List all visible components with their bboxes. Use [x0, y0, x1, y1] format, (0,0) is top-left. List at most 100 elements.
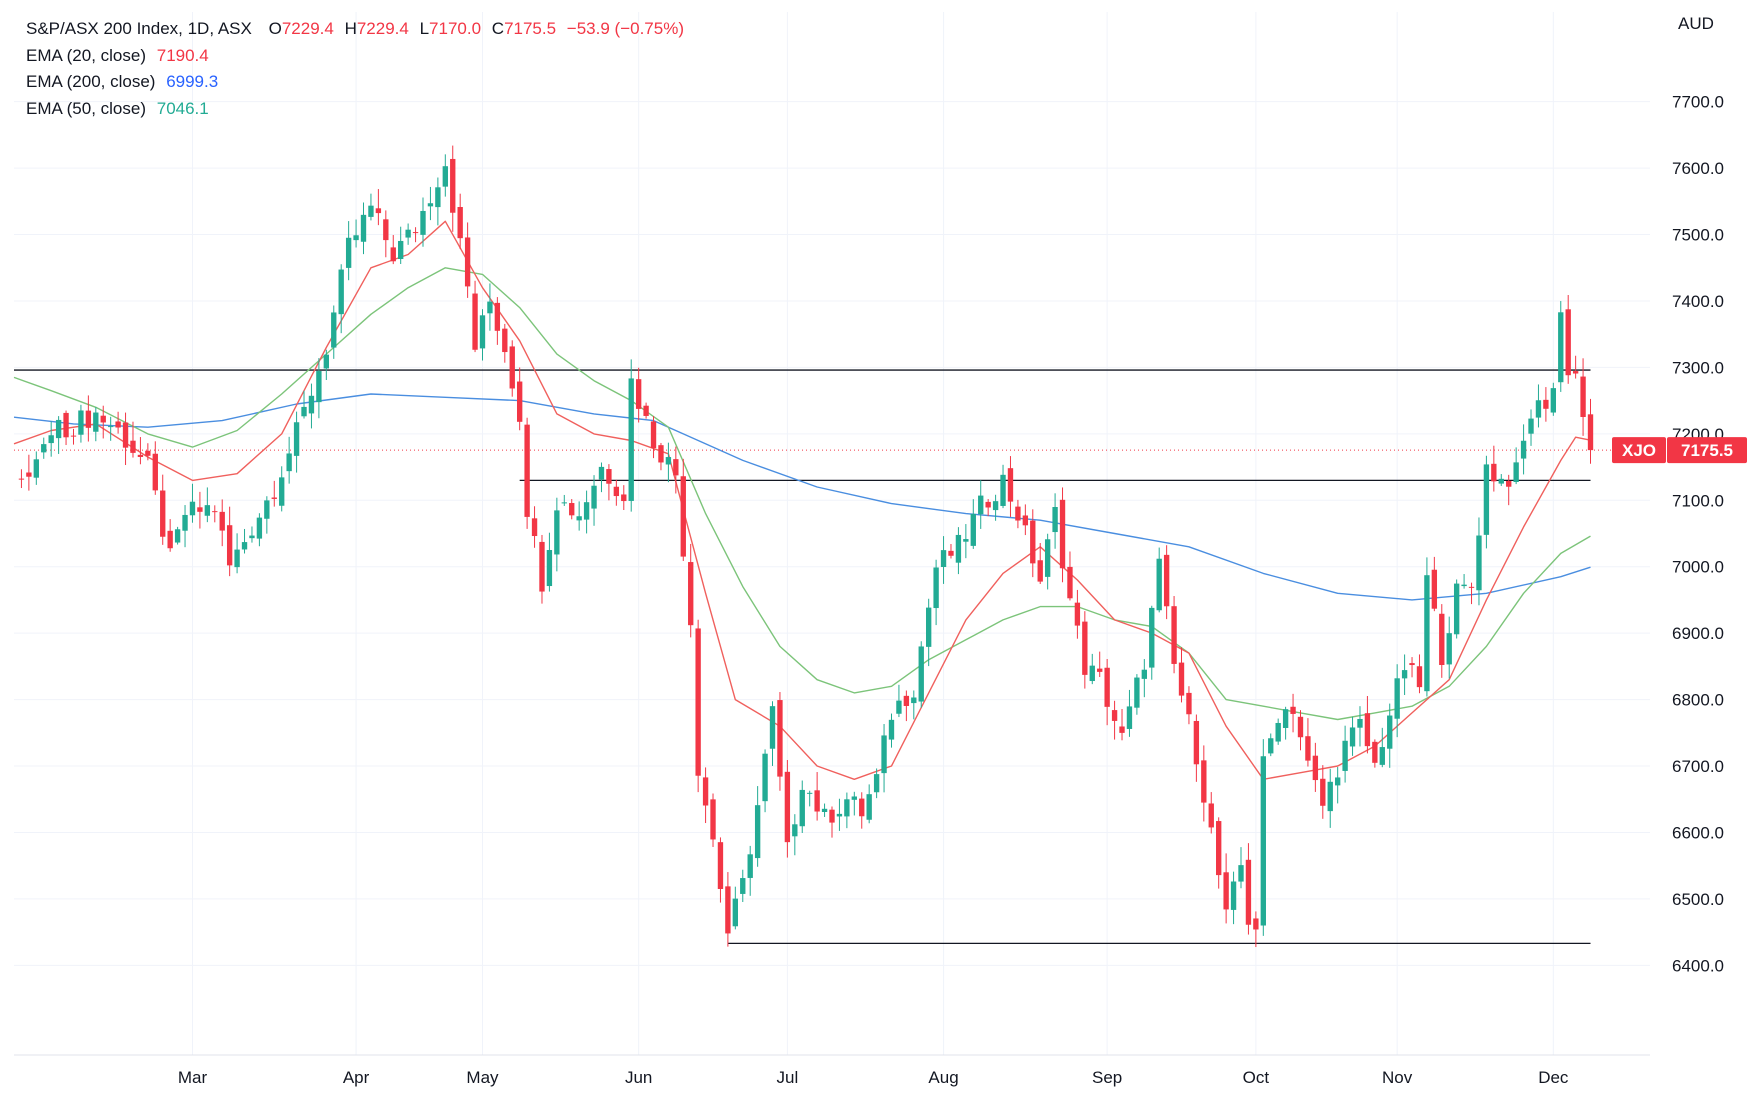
- candle: [1044, 533, 1051, 590]
- candle: [204, 487, 211, 523]
- candle: [383, 210, 389, 258]
- candle: [1394, 664, 1400, 738]
- candle: [1535, 384, 1542, 428]
- candle: [695, 619, 701, 793]
- candle-body: [412, 232, 419, 234]
- candle: [978, 480, 984, 529]
- candle-body: [420, 210, 426, 235]
- candle-body: [1312, 755, 1319, 781]
- candle-body: [1007, 468, 1014, 502]
- candle: [1372, 739, 1378, 768]
- x-tick-label: Mar: [178, 1068, 208, 1087]
- candle-body: [643, 405, 649, 416]
- candle: [264, 496, 270, 534]
- candle: [48, 421, 54, 457]
- candle: [710, 793, 716, 847]
- indicator-ema50[interactable]: EMA (50, close) 7046.1: [26, 96, 690, 123]
- candle: [933, 559, 939, 626]
- candle-body: [1082, 621, 1088, 675]
- candle: [472, 280, 478, 353]
- candle-body: [450, 158, 456, 213]
- candle: [137, 437, 144, 465]
- candle-body: [1119, 726, 1125, 733]
- candle-body: [301, 406, 307, 417]
- candle: [241, 528, 248, 554]
- candle: [948, 544, 954, 559]
- candle-body: [1134, 677, 1140, 708]
- candle: [1245, 843, 1252, 935]
- candle-body: [1349, 727, 1356, 747]
- candle: [1126, 689, 1133, 737]
- candle: [1334, 767, 1341, 804]
- candle: [1357, 706, 1363, 747]
- candle: [747, 845, 753, 896]
- candle-body: [1379, 747, 1385, 765]
- candle: [1558, 301, 1564, 392]
- candle-body: [316, 371, 322, 403]
- candle: [955, 527, 962, 575]
- candle: [182, 505, 188, 548]
- ema-50-line: [13, 267, 1591, 721]
- indicator-ema20[interactable]: EMA (20, close) 7190.4: [26, 43, 690, 70]
- candle-body: [368, 205, 374, 217]
- candle-body: [1535, 400, 1542, 418]
- candle-body: [702, 777, 709, 806]
- candle: [212, 505, 218, 523]
- candle: [583, 490, 590, 534]
- candle: [940, 536, 947, 584]
- candle-body: [33, 459, 39, 478]
- candle-body: [1565, 309, 1571, 376]
- indicator-ema200[interactable]: EMA (200, close) 6999.3: [26, 69, 690, 96]
- candle: [918, 641, 924, 708]
- candle-body: [487, 301, 493, 314]
- candle-body: [1268, 738, 1274, 754]
- symbol-row: S&P/ASX 200 Index, 1D, ASX O7229.4 H7229…: [26, 16, 690, 43]
- candle: [740, 869, 746, 902]
- candle: [576, 501, 582, 531]
- candle: [1193, 714, 1200, 782]
- candle: [1498, 474, 1504, 486]
- candle: [360, 202, 367, 255]
- x-tick-label: Sep: [1092, 1068, 1122, 1087]
- candle: [836, 798, 843, 831]
- candle-body: [1037, 560, 1043, 582]
- candle: [1520, 424, 1527, 475]
- candle-body: [1387, 715, 1393, 749]
- candle: [1543, 387, 1549, 422]
- candle: [1149, 605, 1155, 680]
- ema-200-path: [13, 393, 1591, 601]
- candle-body: [360, 214, 367, 242]
- candle-body: [665, 457, 672, 465]
- candle: [970, 499, 976, 549]
- candle: [1320, 765, 1326, 819]
- candle-body: [621, 494, 627, 502]
- candle: [1253, 911, 1259, 948]
- candle: [145, 443, 151, 461]
- candle: [286, 436, 292, 484]
- candles: [18, 145, 1594, 948]
- candle-body: [1297, 716, 1304, 738]
- candle-body: [992, 501, 999, 511]
- candle: [464, 222, 471, 298]
- candle-body: [1290, 706, 1296, 714]
- candle: [1453, 579, 1460, 639]
- x-tick-label: Nov: [1382, 1068, 1413, 1087]
- ticker-label: XJO: [1622, 441, 1656, 460]
- candle-body: [100, 415, 106, 423]
- candle: [368, 193, 374, 221]
- candle-body: [1401, 670, 1408, 679]
- candle-body: [531, 518, 538, 537]
- candle-body: [598, 466, 605, 480]
- candle: [1208, 792, 1214, 834]
- candle: [1230, 871, 1237, 925]
- candle-body: [1163, 554, 1170, 607]
- candle-body: [1431, 569, 1438, 609]
- candle-body: [41, 444, 47, 453]
- candle-body: [509, 346, 515, 389]
- candle-body: [26, 472, 32, 477]
- candle: [1067, 551, 1073, 601]
- candle: [1476, 517, 1482, 606]
- candle: [107, 416, 114, 441]
- candle-body: [1491, 463, 1497, 482]
